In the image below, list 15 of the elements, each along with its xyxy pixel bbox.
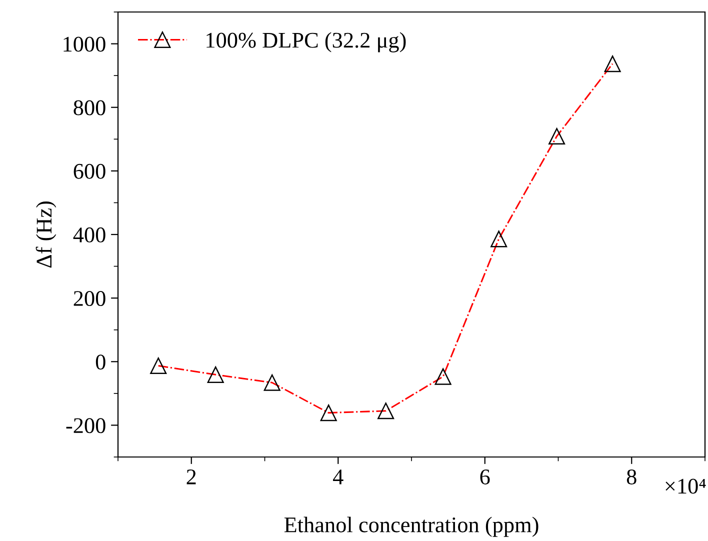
x-tick-label: 4: [333, 470, 344, 484]
y-tick-label: 400: [73, 227, 106, 242]
x-tick-label: 8: [626, 469, 636, 484]
y-tick-label: 600: [74, 164, 106, 179]
y-tick-label: 1000: [64, 36, 106, 52]
x-tick-label: 2: [186, 470, 196, 484]
text: ×10⁴: [666, 478, 706, 494]
legend-label: 100% DLPC (32.2 μg): [206, 32, 406, 52]
y-tick-label: 800: [74, 100, 106, 116]
y-axis-title: Δf (Hz): [36, 202, 56, 268]
y-tick-label: 200: [74, 291, 106, 306]
x-axis-title: Ethanol concentration (ppm): [284, 516, 538, 537]
x-tick-label: 6: [480, 470, 490, 484]
y-tick-label: -200: [66, 418, 106, 434]
y-tick-label: 0: [96, 354, 106, 370]
